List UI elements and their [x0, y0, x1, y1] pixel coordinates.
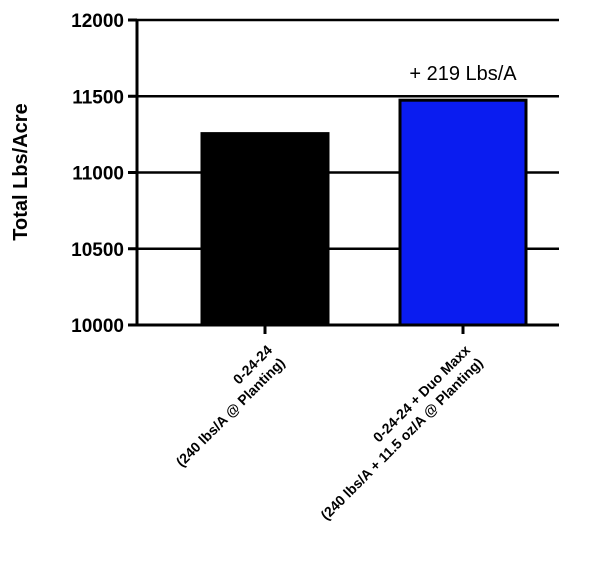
y-ticks: 10000 10500 11000 11500 12000	[71, 11, 137, 337]
y-tick-label: 10000	[71, 316, 124, 337]
bar-annotation: + 219 Lbs/A	[409, 63, 517, 85]
bar	[398, 98, 528, 327]
y-tick-label: 12000	[71, 11, 124, 32]
y-tick-label: 10500	[71, 240, 124, 261]
x-tick-label-line: (240 lbs/A @ Planting)	[173, 355, 288, 470]
y-tick-label: 11500	[72, 87, 124, 108]
x-tick-label: 0-24-24 + Duo Maxx(240 lbs/A + 11.5 oz/A…	[305, 342, 486, 523]
y-tick-label: 11000	[72, 164, 124, 185]
x-tick-label: 0-24-24(240 lbs/A @ Planting)	[160, 342, 288, 470]
x-tick-label-line: (240 lbs/A + 11.5 oz/A @ Planting)	[317, 355, 486, 524]
y-axis-title: Total Lbs/Acre	[10, 103, 32, 240]
bar	[200, 132, 330, 327]
x-tick-labels: 0-24-24(240 lbs/A @ Planting) 0-24-24 + D…	[160, 325, 486, 523]
bars	[200, 98, 528, 327]
